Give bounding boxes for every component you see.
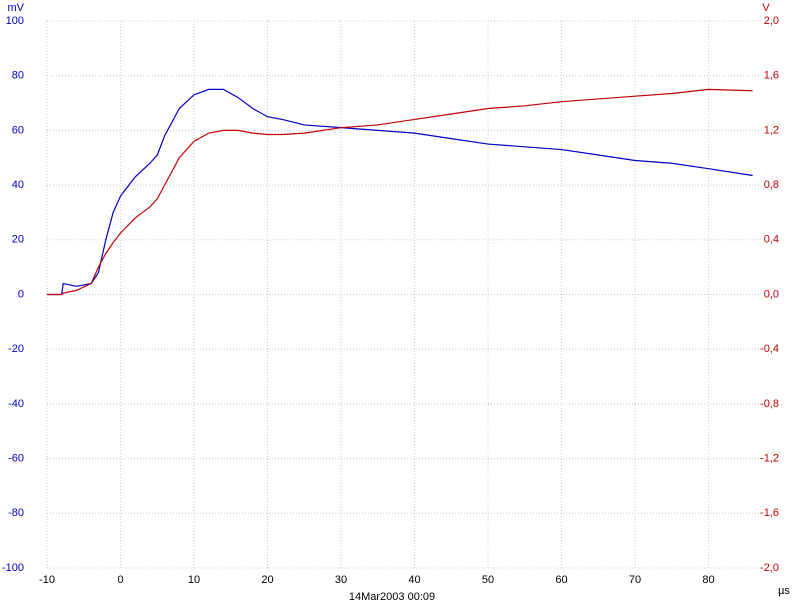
y2-tick-label: 1,6 xyxy=(764,70,779,82)
x-tick-label: 20 xyxy=(261,574,273,586)
x-tick-label: 30 xyxy=(335,574,347,586)
series-line xyxy=(47,88,753,296)
x-tick-label: 40 xyxy=(408,574,420,586)
y2-axis-unit: V xyxy=(762,2,770,14)
y2-tick-label: 0,4 xyxy=(764,234,779,246)
y-tick-label: -80 xyxy=(8,507,24,519)
x-tick-label: 60 xyxy=(555,574,567,586)
y-tick-label: 20 xyxy=(12,234,24,246)
y2-tick-label: 0,0 xyxy=(764,288,779,300)
x-tick-label: 80 xyxy=(702,574,714,586)
y-tick-label: 80 xyxy=(12,70,24,82)
y2-tick-label: 0,8 xyxy=(764,179,779,191)
y-tick-label: 60 xyxy=(12,124,24,136)
x-axis-unit: µs xyxy=(778,585,790,597)
y2-tick-label: 1,2 xyxy=(764,124,779,136)
y-tick-label: -20 xyxy=(8,343,24,355)
y-tick-label: -100 xyxy=(2,562,24,574)
y2-tick-label: -0,8 xyxy=(760,398,779,410)
y2-tick-label: 2,0 xyxy=(764,15,779,27)
y-tick-label: -60 xyxy=(8,453,24,465)
y2-tick-label: -0,4 xyxy=(760,343,779,355)
y2-tick-label: -1,2 xyxy=(760,453,779,465)
x-tick-label: -10 xyxy=(39,574,55,586)
y-tick-label: 40 xyxy=(12,179,24,191)
timestamp: 14Mar2003 00:09 xyxy=(349,591,435,603)
x-tick-label: 0 xyxy=(117,574,123,586)
y-tick-label: 100 xyxy=(6,15,24,27)
y2-tick-label: -2,0 xyxy=(760,562,779,574)
x-tick-label: 70 xyxy=(629,574,641,586)
y-axis-unit: mV xyxy=(8,2,25,14)
y2-tick-label: -1,6 xyxy=(760,507,779,519)
series-line xyxy=(47,88,753,296)
y-tick-label: -40 xyxy=(8,398,24,410)
y-tick-label: 0 xyxy=(18,288,24,300)
x-tick-label: 50 xyxy=(482,574,494,586)
x-tick-label: 10 xyxy=(188,574,200,586)
